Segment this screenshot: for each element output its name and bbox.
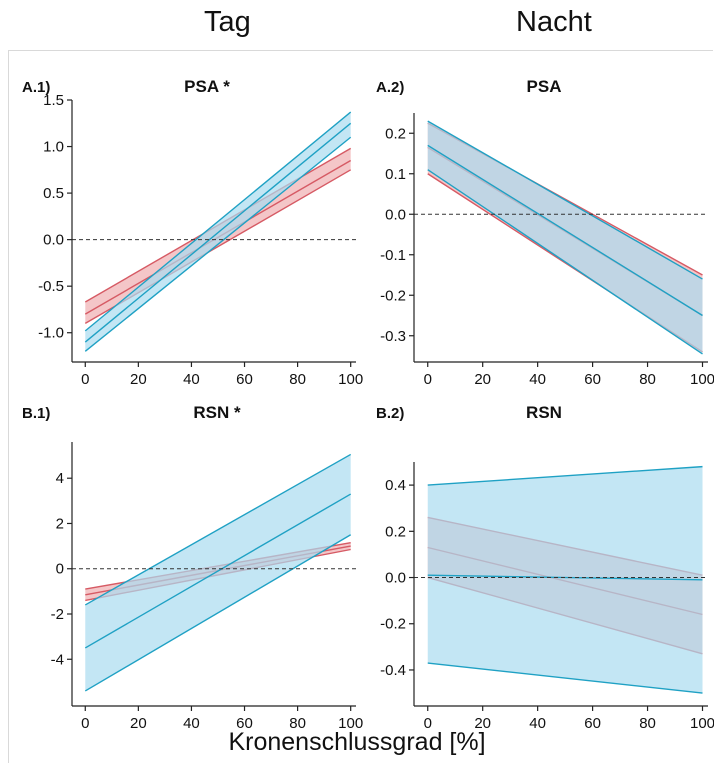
panel-a1-xtick-label: 40: [183, 371, 200, 388]
panel-b2-ytick-label: 0.0: [385, 570, 406, 587]
panel-b1-ytick-label: 4: [56, 470, 64, 487]
panel-a1-ytick-label: 1.0: [43, 139, 64, 156]
panel-b2-xtick-label: 100: [690, 715, 714, 732]
panel-a1-title: PSA *: [184, 77, 230, 96]
panel-a1-ytick-label: 0.5: [43, 185, 64, 202]
panel-a1-xtick-label: 20: [130, 371, 147, 388]
panel-a2-blue-mean-line: [427, 144, 703, 317]
panel-a2-ytick-label: -0.3: [380, 328, 406, 345]
panel-a2-xtick-label: 100: [690, 371, 714, 388]
panel-b1-blue-upper-line: [84, 453, 352, 606]
panel-b1-xtick-label: 0: [81, 715, 89, 732]
x-axis-title: Kronenschlussgrad [%]: [228, 728, 486, 756]
panel-b1-xtick-label: 40: [183, 715, 200, 732]
panel-b2-title: RSN: [526, 403, 562, 422]
panel-b2-ytick-label: -0.2: [380, 616, 406, 633]
panel-b1-blue-mean-line: [84, 493, 352, 649]
panel-b2-ytick-label: 0.4: [385, 477, 406, 494]
panel-b2-xtick-label: 60: [584, 715, 601, 732]
panel-a1-blue-band: [85, 112, 351, 352]
panel-a1-ytick-label: 1.5: [43, 92, 64, 109]
panel-a2-ytick-label: -0.1: [380, 247, 406, 264]
panel-b1-xtick-label: 20: [130, 715, 147, 732]
panel-a1-ytick-label: -1.0: [38, 325, 64, 342]
panel-a1-tag: A.1): [22, 79, 50, 96]
panel-a2-xtick-label: 40: [529, 371, 546, 388]
panel-b1-blue-lower-line: [84, 534, 352, 692]
panel-a1-xtick-label: 60: [236, 371, 253, 388]
panel-a2-ytick-label: 0.2: [385, 125, 406, 142]
panel-b1-xtick-label: 60: [236, 715, 253, 732]
panel-b2-tag: B.2): [376, 405, 404, 422]
panel-b1-title: RSN *: [193, 403, 241, 422]
panel-a1-xtick-label: 0: [81, 371, 89, 388]
panel-a2-ytick-label: 0.1: [385, 166, 406, 183]
panel-a2-xtick-label: 80: [639, 371, 656, 388]
panel-a1-xtick-label: 80: [289, 371, 306, 388]
panel-a2-ytick-label: 0.0: [385, 206, 406, 223]
panel-a2-xtick-label: 20: [474, 371, 491, 388]
panel-b2-xtick-label: 80: [639, 715, 656, 732]
figure-frame: [8, 50, 713, 763]
panel-b1-ytick-label: -4: [51, 651, 64, 668]
panel-a2-xtick-label: 60: [584, 371, 601, 388]
panel-b1-ytick-label: -2: [51, 606, 64, 623]
panel-a2-ytick-label: -0.2: [380, 287, 406, 304]
panel-b2-blue-mean-line: [427, 574, 703, 581]
panel-a2-xtick-label: 0: [424, 371, 432, 388]
panel-b1-ytick-label: 0: [56, 561, 64, 578]
panel-a1-blue-lower-line: [84, 136, 352, 352]
panel-a2-blue-band: [427, 121, 703, 354]
column-title-tag: Tag: [204, 6, 251, 38]
panel-b1-xtick-label: 80: [289, 715, 306, 732]
panel-a2-title: PSA: [527, 77, 562, 96]
panel-b2-blue-upper-line: [427, 465, 703, 486]
panel-a2-blue-lower-line: [427, 169, 703, 355]
panel-a1-xtick-label: 100: [338, 371, 363, 388]
panel-b1-ytick-label: 2: [56, 515, 64, 532]
panel-b1-blue-band: [85, 454, 351, 691]
panel-a1-blue-upper-line: [84, 111, 352, 332]
panel-a2-tag: A.2): [376, 79, 404, 96]
panel-b2-blue-band: [427, 466, 703, 694]
panel-b1-tag: B.1): [22, 405, 50, 422]
panel-b2-xtick-label: 20: [474, 715, 491, 732]
panel-b1-xtick-label: 100: [338, 715, 363, 732]
panel-a2-blue-upper-line: [427, 120, 703, 280]
panel-b2-blue-lower-line: [427, 662, 703, 694]
panel-b2-xtick-label: 40: [529, 715, 546, 732]
panel-a1-ytick-label: -0.5: [38, 278, 64, 295]
panel-b2-xtick-label: 0: [424, 715, 432, 732]
column-title-nacht: Nacht: [516, 6, 592, 38]
panel-b2-ytick-label: -0.4: [380, 662, 406, 679]
panel-b2-ytick-label: 0.2: [385, 523, 406, 540]
panel-a1-blue-mean-line: [84, 122, 352, 343]
panel-a1-ytick-label: 0.0: [43, 232, 64, 249]
